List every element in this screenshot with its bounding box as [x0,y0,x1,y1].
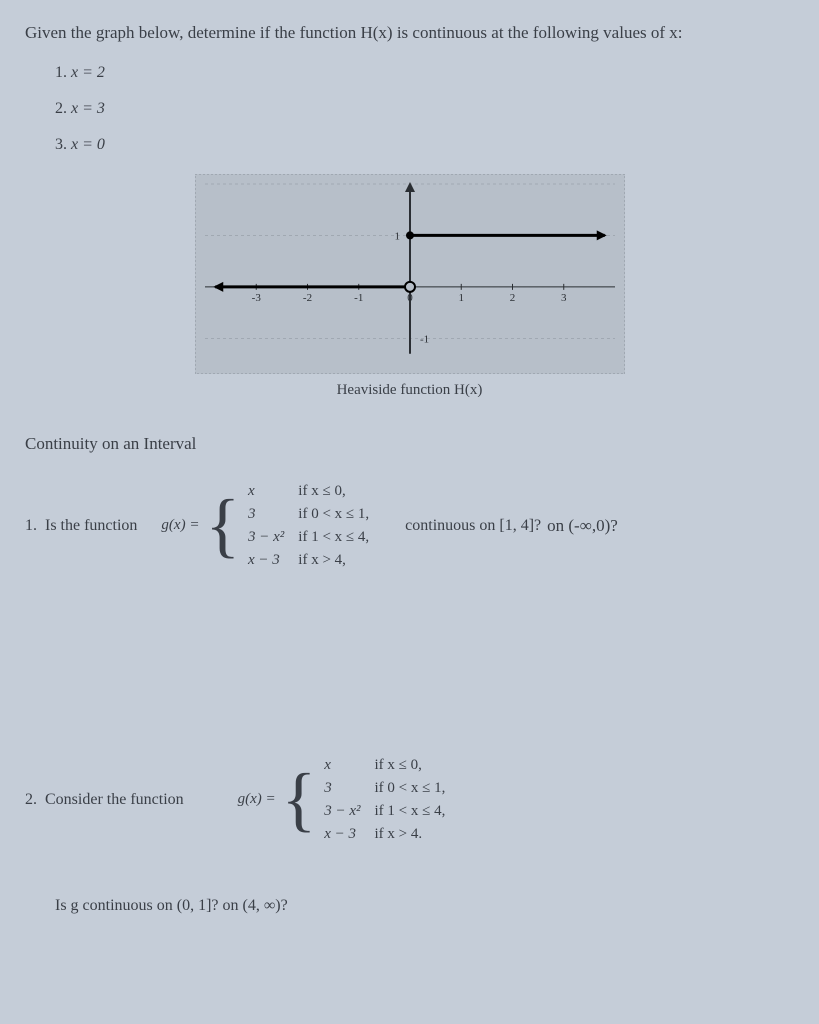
q2-lead: Consider the function [45,791,184,809]
svg-text:3: 3 [561,291,567,303]
q2-fn-label: g(x) = [238,791,276,808]
svg-text:1: 1 [394,230,400,242]
q1-piecewise: g(x) = { xif x ≤ 0,3if 0 < x ≤ 1,3 − x²i… [161,479,383,573]
q1-fn-label: g(x) = [161,517,199,534]
svg-text:0: 0 [407,291,413,303]
q1-num: 1. [25,517,37,535]
item-text: x = 2 [71,64,105,81]
graph-container: -3 -2 -1 0 1 2 3 1 -1 Heaviside function H(x) [25,174,794,399]
q2-cases: xif x ≤ 0,3if 0 < x ≤ 1,3 − x²if 1 < x ≤… [322,753,459,847]
q1-after: continuous on [1, 4]? [405,517,541,535]
svg-text:-1: -1 [354,291,363,303]
list-item: 3. x = 0 [55,136,794,154]
section-heading: Continuity on an Interval [25,434,794,454]
q1-handwritten: on (-∞,0)? [547,516,618,536]
item-num: 1. [55,64,67,81]
q1-cases: xif x ≤ 0,3if 0 < x ≤ 1,3 − x²if 1 < x ≤… [246,479,383,573]
svg-text:2: 2 [509,291,515,303]
final-question: Is g continuous on (0, 1]? on (4, ∞)? [55,897,794,915]
intro-text: Given the graph below, determine if the … [25,20,794,46]
item-text: x = 0 [71,136,105,153]
brace-icon: { [282,771,317,829]
svg-text:-3: -3 [251,291,261,303]
svg-text:-2: -2 [302,291,311,303]
graph-caption: Heaviside function H(x) [25,382,794,399]
q2-piecewise: g(x) = { xif x ≤ 0,3if 0 < x ≤ 1,3 − x²i… [238,753,460,847]
question-1: 1. Is the function g(x) = { xif x ≤ 0,3i… [25,479,794,573]
item-num: 2. [55,100,67,117]
list-item: 1. x = 2 [55,64,794,82]
svg-text:-1: -1 [420,333,429,345]
brace-icon: { [205,497,240,555]
item-text: x = 3 [71,100,105,117]
item-num: 3. [55,136,67,153]
heaviside-graph: -3 -2 -1 0 1 2 3 1 -1 [195,174,625,374]
q2-num: 2. [25,791,37,809]
list-item: 2. x = 3 [55,100,794,118]
value-list: 1. x = 2 2. x = 3 3. x = 0 [55,64,794,154]
q1-lead: Is the function [45,517,137,535]
question-2: 2. Consider the function g(x) = { xif x … [25,753,794,847]
svg-text:1: 1 [458,291,464,303]
